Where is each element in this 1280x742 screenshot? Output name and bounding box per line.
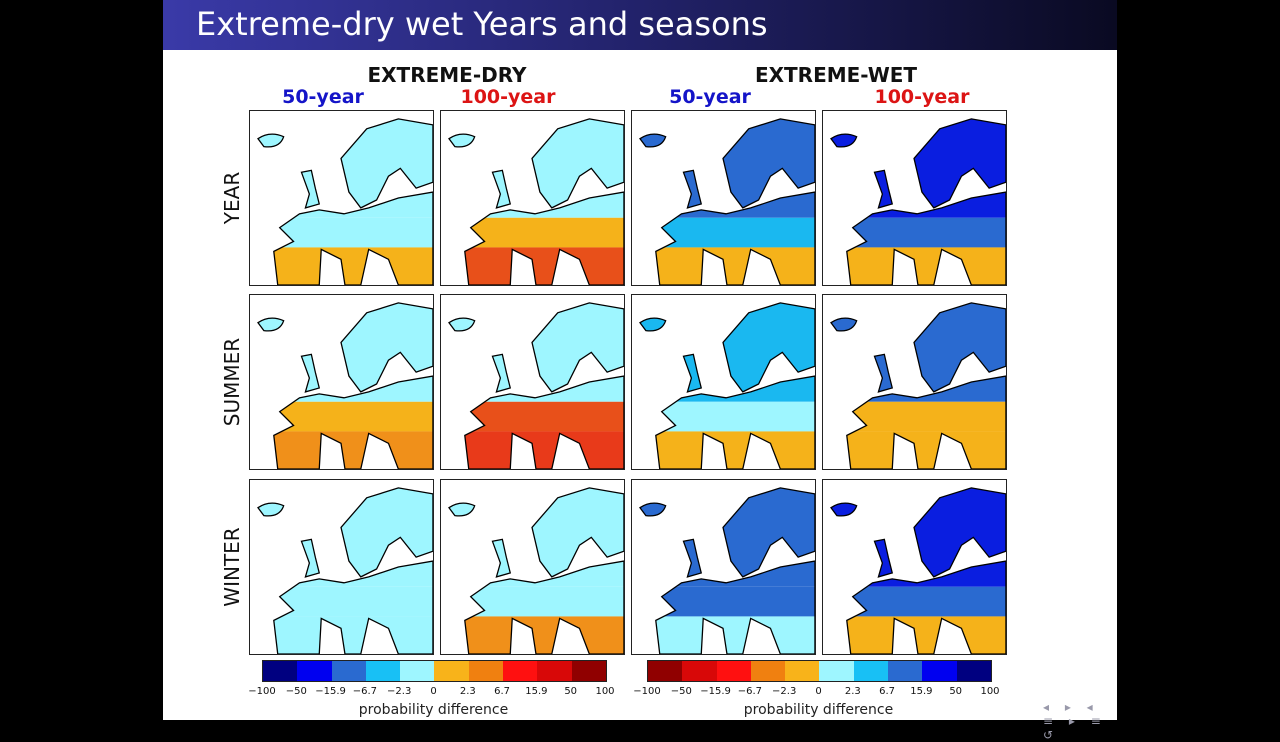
colorbar-tick-label: 100 [595,686,615,697]
colorbar-segment [400,661,435,681]
subheader-wet-50: 50-year [669,86,751,108]
map-summer-dry-100-year [440,294,625,470]
map-summer-wet-100-year [822,294,1007,470]
row-label-year: YEAR [220,171,244,225]
europe-map [830,487,1006,654]
colorbar-segment [819,661,854,681]
colorbar-tick-label: −100 [633,686,661,697]
slide-title: Extreme-dry wet Years and seasons [196,5,768,43]
colorbar-segment [922,661,957,681]
map-winter-wet-50-year [631,479,816,655]
slide: Extreme-dry wet Years and seasons EXTREM… [163,0,1117,742]
colorbar-tick-label: 15.9 [525,686,548,697]
colorbar-segment [956,661,991,681]
colorbar-label: probability difference [743,702,894,718]
colorbar-segment [365,661,401,681]
colorbar-tick-label: 0 [430,686,437,697]
europe-map [639,487,815,654]
colorbar-segment [716,661,751,681]
map-winter-dry-50-year [249,479,434,655]
colorbar-tick-label: −100 [248,686,276,697]
colorbar-segment [750,661,786,681]
colorbar-segment [853,661,889,681]
colorbar-tick-label: −6.7 [737,686,763,697]
subheader-wet-100: 100-year [874,86,970,108]
subheader-dry-50: 50-year [282,86,364,108]
map-winter-dry-100-year [440,479,625,655]
colorbar-tick-label: −15.9 [315,686,346,697]
europe-map [448,302,624,469]
colorbar-tick-label: −15.9 [700,686,731,697]
map-summer-dry-50-year [249,294,434,470]
map-year-dry-50-year [249,110,434,286]
map-winter-wet-100-year [822,479,1007,655]
beamer-navigation-icons[interactable]: ◂ ▸ ◂ ≡ ▸ ≡ ↺ [1043,700,1107,742]
map-year-wet-50-year [631,110,816,286]
europe-map [639,118,815,285]
colorbar-tick-label: −50 [670,686,692,697]
map-year-dry-100-year [440,110,625,286]
colorbar-segment [537,661,572,681]
colorbar-tick-label: −50 [285,686,307,697]
map-summer-wet-50-year [631,294,816,470]
colorbar-tick-label: 2.3 [459,686,476,697]
europe-map [639,302,815,469]
colorbar-tick-label: 0 [815,686,822,697]
colorbar-tick-label: 50 [949,686,963,697]
europe-map [830,302,1006,469]
colorbar-dry [262,660,607,682]
colorbar-segment [297,661,332,681]
header-extreme-wet: EXTREME-WET [754,63,918,87]
colorbar-tick-label: 50 [564,686,578,697]
colorbar-tick-label: 2.3 [844,686,861,697]
colorbar-segment [263,661,298,681]
colorbar-tick-label: 6.7 [879,686,896,697]
colorbar-tick-label: 15.9 [910,686,933,697]
colorbar-segment [682,661,717,681]
europe-map [257,487,433,654]
map-year-wet-100-year [822,110,1007,286]
title-bar: Extreme-dry wet Years and seasons [163,0,1117,50]
colorbar-segment [468,661,504,681]
europe-map [257,302,433,469]
header-extreme-dry: EXTREME-DRY [367,63,527,87]
subheader-dry-100: 100-year [460,86,556,108]
colorbar-label: probability difference [358,702,509,718]
colorbar-tick-label: −6.7 [352,686,378,697]
europe-map [448,487,624,654]
colorbar-segment [434,661,469,681]
colorbar-wet [647,660,992,682]
colorbar-segment [648,661,683,681]
row-label-summer: SUMMER [220,337,244,427]
europe-map [257,118,433,285]
colorbar-tick-label: −2.3 [387,686,412,697]
colorbar-tick-label: 6.7 [494,686,511,697]
colorbar-tick-label: 100 [980,686,1000,697]
colorbar-segment [571,661,606,681]
colorbar-segment [331,661,366,681]
colorbar-segment [503,661,538,681]
europe-map [830,118,1006,285]
row-label-winter: WINTER [220,527,244,607]
colorbar-tick-label: −2.3 [772,686,797,697]
colorbar-segment [888,661,923,681]
colorbar-segment [785,661,820,681]
europe-map [448,118,624,285]
